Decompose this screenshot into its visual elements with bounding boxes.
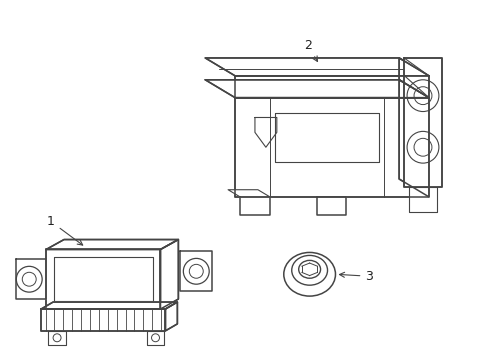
Text: 2: 2	[304, 39, 318, 62]
Polygon shape	[235, 76, 429, 98]
Polygon shape	[41, 302, 177, 309]
Polygon shape	[147, 331, 165, 345]
Ellipse shape	[292, 255, 327, 285]
Polygon shape	[399, 58, 429, 98]
Polygon shape	[399, 80, 429, 197]
Polygon shape	[317, 197, 346, 215]
Polygon shape	[205, 58, 429, 76]
Ellipse shape	[299, 260, 320, 278]
Text: 1: 1	[47, 215, 83, 245]
Polygon shape	[46, 239, 178, 249]
Polygon shape	[240, 197, 270, 215]
Polygon shape	[166, 302, 177, 331]
Polygon shape	[235, 98, 429, 197]
Polygon shape	[404, 58, 442, 187]
Polygon shape	[409, 187, 437, 212]
Polygon shape	[48, 331, 66, 345]
Polygon shape	[41, 309, 166, 331]
Ellipse shape	[284, 252, 336, 296]
Polygon shape	[205, 80, 429, 98]
Polygon shape	[228, 190, 270, 197]
Polygon shape	[16, 260, 46, 299]
Polygon shape	[161, 239, 178, 309]
Text: 3: 3	[340, 270, 373, 283]
Polygon shape	[46, 249, 161, 309]
Polygon shape	[180, 251, 212, 291]
